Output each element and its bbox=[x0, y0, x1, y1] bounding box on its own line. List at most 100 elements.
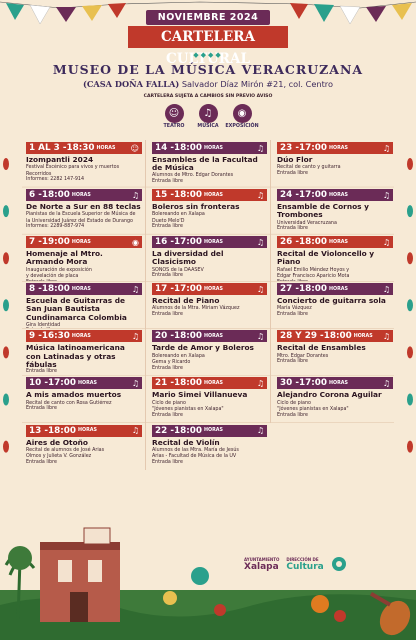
event-hours-label: HORAS bbox=[203, 380, 223, 386]
event-date-bar: 9 -16:30 HORAS ♫ bbox=[26, 330, 142, 343]
event-date-bar: 16 -17:00 HORAS ♫ bbox=[152, 236, 267, 249]
event-date: 27 bbox=[280, 284, 293, 295]
footer-logos: AYUNTAMIENTO Xalapa DIRECCIÓN DE Cultura bbox=[244, 556, 347, 572]
events-grid: 1 AL 3 -18:30 HORAS ☺ Izompantli 2024 Festiv… bbox=[20, 140, 396, 470]
event-title: Ensamble de Cornos y Trombones bbox=[277, 202, 369, 220]
event-date: 20 bbox=[155, 331, 168, 342]
event-description: María Vázquez bbox=[277, 306, 312, 312]
event-time: 18:30 bbox=[66, 143, 95, 153]
side-leaf-ornament bbox=[3, 252, 9, 265]
event-date: 17 bbox=[155, 284, 168, 295]
music-icon: ♫ bbox=[256, 143, 264, 153]
event-entry-info: Entrada libre bbox=[152, 312, 183, 318]
music-icon: ♫ bbox=[382, 331, 390, 341]
event-time: 19:00 bbox=[41, 237, 70, 248]
event-date: 8 bbox=[29, 284, 36, 295]
event-time: 18:00 bbox=[173, 143, 202, 153]
event-date: 24 bbox=[280, 190, 293, 201]
side-leaf-ornament bbox=[3, 299, 9, 312]
event-time: 18:00 bbox=[41, 284, 70, 295]
page-title: CARTELERA CULTURAL bbox=[128, 26, 288, 67]
event-date-separator: - bbox=[316, 331, 324, 342]
event-hours-label: HORAS bbox=[71, 286, 91, 292]
event-title: Escuela de Guitarras de San Juan Bautist… bbox=[26, 296, 127, 322]
music-icon: ♫ bbox=[382, 284, 390, 294]
event-time: 18:00 bbox=[173, 378, 202, 389]
event-entry-info: Entrada libre bbox=[152, 459, 183, 465]
event-date: 1 AL 3 bbox=[29, 143, 60, 153]
event-date-bar: 13 -18:00 HORAS ♫ bbox=[26, 424, 142, 437]
event-time: 17:00 bbox=[298, 143, 327, 153]
event-description: Mtro. Edgar Dorantes bbox=[277, 353, 329, 359]
music-icon: ♫ bbox=[382, 378, 390, 388]
event-title: La diversidad del Clasicismo bbox=[152, 249, 224, 267]
event-date-separator: - bbox=[35, 331, 42, 342]
event-card: 1 AL 3 -18:30 HORAS ☺ Izompantli 2024 Festiv… bbox=[20, 140, 145, 187]
event-description: Recital de alumnos de José Arias bbox=[26, 447, 105, 453]
event-card: 16 -17:00 HORAS ♫ La diversidad del Clasici… bbox=[145, 234, 270, 282]
event-hours-label: HORAS bbox=[77, 428, 97, 434]
event-hours-label: HORAS bbox=[328, 380, 348, 386]
event-card: 6 -18:00 HORAS ♫ De Norte a Sur en 88 tecla… bbox=[20, 187, 145, 234]
event-date-bar: 8 -18:00 HORAS ♫ bbox=[26, 283, 142, 296]
event-date-bar: 26 -18:00 HORAS ♫ bbox=[277, 236, 393, 249]
event-time: 17:00 bbox=[173, 284, 202, 295]
event-time: 16:30 bbox=[41, 331, 70, 342]
event-entry-info: Entrada libre bbox=[277, 226, 308, 232]
event-title: Boleros sin fronteras bbox=[152, 202, 240, 212]
event-title: Homenaje al Mtro. Armando Mora bbox=[26, 249, 103, 267]
event-description: Edgar Francisco Aparicio Mota bbox=[277, 274, 350, 280]
event-date: 22 bbox=[155, 425, 168, 436]
event-date-separator: - bbox=[292, 284, 299, 295]
event-entry-info: Entrada libre bbox=[277, 312, 308, 318]
event-hours-label: HORAS bbox=[77, 380, 97, 386]
event-entry-info: Entrada libre bbox=[152, 273, 183, 279]
event-hours-label: HORAS bbox=[328, 286, 348, 292]
event-date-separator: - bbox=[167, 190, 174, 201]
event-description: Alumnos de Mtro. Edgar Dorantes bbox=[152, 173, 234, 179]
event-date: 7 bbox=[29, 237, 36, 248]
event-date-bar: 30 -17:00 HORAS ♫ bbox=[277, 377, 393, 390]
event-date-bar: 10 -17:00 HORAS ♫ bbox=[26, 377, 142, 390]
side-leaf-ornament bbox=[3, 158, 9, 170]
side-leaf-ornament bbox=[407, 393, 413, 406]
diamond-divider: ◆◆◆◆ bbox=[193, 51, 223, 59]
event-card: 17 -17:00 HORAS ♫ Recital de Piano Alumnos d… bbox=[145, 281, 270, 329]
month-label: NOVIEMBRE 2024 bbox=[146, 10, 270, 25]
side-leaf-ornament bbox=[3, 393, 9, 406]
event-time: 17:00 bbox=[47, 378, 76, 389]
event-time: 17:00 bbox=[298, 378, 327, 389]
event-date: 28 Y 29 bbox=[280, 331, 317, 342]
event-description: y develación de placa bbox=[26, 274, 79, 280]
category-label: TEATRO bbox=[163, 124, 185, 129]
event-title: Tarde de Amor y Boleros bbox=[152, 343, 254, 353]
event-title: Música latinoamericana con Latinadas y o… bbox=[26, 343, 125, 369]
event-description: Inauguración de exposición bbox=[26, 267, 92, 273]
event-date-separator: - bbox=[292, 190, 299, 201]
veracruz-emblem-icon bbox=[331, 557, 346, 571]
event-time: 17:00 bbox=[173, 237, 202, 248]
event-time: 18:00 bbox=[41, 190, 70, 201]
event-date-bar: 21 -18:00 HORAS ♫ bbox=[152, 377, 267, 390]
event-title: Concierto de guitarra sola bbox=[277, 296, 386, 306]
side-leaf-ornament bbox=[407, 205, 413, 218]
event-date-separator: - bbox=[59, 143, 67, 153]
cultura-logo-text: Cultura bbox=[286, 561, 324, 572]
event-card: 23 -17:00 HORAS ♫ Dúo Flor Recital de canto … bbox=[270, 140, 396, 188]
side-leaf-ornament bbox=[3, 205, 9, 218]
event-description: Arias - Facultad de Música de la UV bbox=[152, 454, 237, 460]
side-leaf-ornament bbox=[3, 440, 9, 453]
event-hours-label: HORAS bbox=[203, 286, 223, 292]
change-notice: CARTELERA SUJETA A CAMBIOS SIN PREVIO AV… bbox=[143, 94, 273, 99]
event-hours-label: HORAS bbox=[203, 333, 223, 339]
music-icon: ♫ bbox=[256, 426, 264, 436]
event-hours-label: HORAS bbox=[71, 192, 91, 198]
category-1: ♫ MÚSICA bbox=[195, 104, 221, 129]
event-date-bar: 15 -18:00 HORAS ♫ bbox=[152, 189, 267, 202]
event-card: 21 -18:00 HORAS ♫ Mario Simei Villanueva Cic… bbox=[145, 375, 270, 423]
event-title: Dúo Flor bbox=[277, 155, 313, 164]
music-icon: ♫ bbox=[382, 190, 390, 200]
event-date-bar: 6 -18:00 HORAS ♫ bbox=[26, 189, 142, 202]
event-card: 28 Y 29 -18:00 HORAS ♫ Recital de Ensambles… bbox=[270, 328, 396, 376]
event-entry-info: Entrada libre bbox=[277, 412, 308, 418]
